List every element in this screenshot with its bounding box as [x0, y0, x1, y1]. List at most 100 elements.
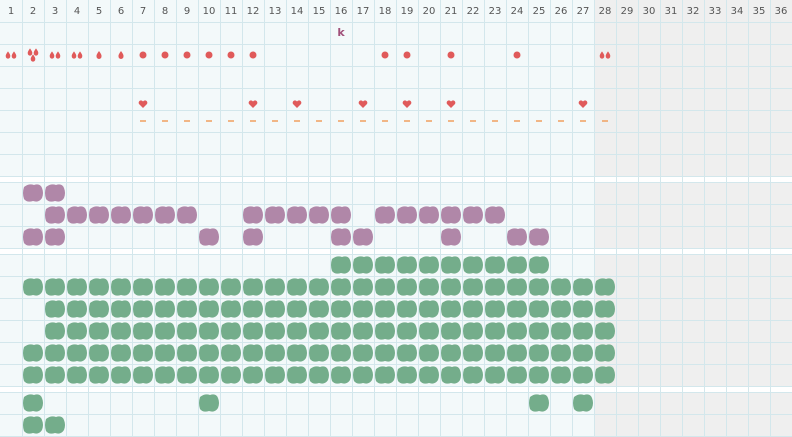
green-blob	[199, 300, 219, 318]
green-blob	[441, 366, 461, 384]
flow-drops	[27, 48, 39, 62]
flow-dot	[447, 51, 455, 59]
heart	[292, 100, 302, 108]
flow-dot	[403, 51, 411, 59]
heart	[446, 100, 456, 108]
green-blob	[529, 322, 549, 340]
green-blob	[375, 256, 395, 274]
purple-blob	[441, 228, 461, 246]
purple-blob	[155, 206, 175, 224]
flow-drops	[96, 51, 102, 59]
green-blob	[551, 278, 571, 296]
purple-blob	[529, 228, 549, 246]
green-blob	[573, 300, 593, 318]
purple-blob	[89, 206, 109, 224]
green-blob	[485, 256, 505, 274]
green-blob	[309, 344, 329, 362]
green-blob	[397, 300, 417, 318]
green-blob	[23, 278, 43, 296]
green-blob	[199, 344, 219, 362]
green-blob	[463, 366, 483, 384]
green-blob	[287, 344, 307, 362]
day-label: 27	[577, 6, 590, 17]
green-blob	[529, 300, 549, 318]
shaded-days	[594, 0, 792, 437]
day-label: 7	[140, 6, 146, 17]
green-blob	[155, 278, 175, 296]
green-blob	[243, 366, 263, 384]
green-blob	[463, 322, 483, 340]
green-blob	[243, 300, 263, 318]
day-label: 10	[203, 6, 216, 17]
green-blob	[111, 300, 131, 318]
flow-dot	[513, 51, 521, 59]
green-blob	[573, 394, 593, 412]
green-blob	[45, 278, 65, 296]
day-label: 23	[489, 6, 502, 17]
green-blob	[111, 278, 131, 296]
green-blob	[221, 322, 241, 340]
green-blob	[265, 366, 285, 384]
green-blob	[265, 300, 285, 318]
green-blob	[441, 300, 461, 318]
green-blob	[199, 366, 219, 384]
day-label: 6	[118, 6, 124, 17]
green-blob	[133, 300, 153, 318]
green-blob	[507, 256, 527, 274]
green-blob	[155, 322, 175, 340]
green-blob	[485, 300, 505, 318]
purple-blob	[23, 228, 43, 246]
green-blob	[221, 344, 241, 362]
green-blob	[331, 256, 351, 274]
day-label: 32	[687, 6, 700, 17]
flow-drops	[49, 51, 61, 59]
purple-blob	[331, 206, 351, 224]
green-blob	[529, 394, 549, 412]
green-blob	[353, 300, 373, 318]
green-blob	[89, 300, 109, 318]
purple-blob	[397, 206, 417, 224]
day-label: 5	[96, 6, 102, 17]
purple-blob	[331, 228, 351, 246]
flow-drops	[5, 51, 17, 59]
green-blob	[45, 366, 65, 384]
green-blob	[45, 416, 65, 434]
green-blob	[375, 322, 395, 340]
green-blob	[441, 256, 461, 274]
green-blob	[419, 256, 439, 274]
green-blob	[353, 344, 373, 362]
green-blob	[419, 322, 439, 340]
day-label: 15	[313, 6, 326, 17]
green-blob	[221, 300, 241, 318]
day-label: 19	[401, 6, 414, 17]
flow-dot	[249, 51, 257, 59]
green-blob	[331, 278, 351, 296]
green-blob	[287, 278, 307, 296]
green-blob	[441, 278, 461, 296]
green-blob	[23, 344, 43, 362]
purple-blob	[133, 206, 153, 224]
green-blob	[507, 322, 527, 340]
purple-blob	[45, 228, 65, 246]
green-blob	[485, 278, 505, 296]
green-blob	[595, 366, 615, 384]
purple-blob	[111, 206, 131, 224]
day-label: 2	[30, 6, 36, 17]
green-blob	[463, 300, 483, 318]
green-blob	[221, 366, 241, 384]
purple-blob	[419, 206, 439, 224]
flow-dot	[381, 51, 389, 59]
day-label: 28	[599, 6, 612, 17]
purple-blob	[243, 206, 263, 224]
green-blob	[529, 344, 549, 362]
green-blob	[155, 344, 175, 362]
green-blob	[199, 322, 219, 340]
day-label: 29	[621, 6, 634, 17]
purple-blob	[485, 206, 505, 224]
purple-blob	[463, 206, 483, 224]
green-blob	[441, 322, 461, 340]
green-blob	[199, 394, 219, 412]
green-blob	[111, 344, 131, 362]
green-blob	[45, 300, 65, 318]
